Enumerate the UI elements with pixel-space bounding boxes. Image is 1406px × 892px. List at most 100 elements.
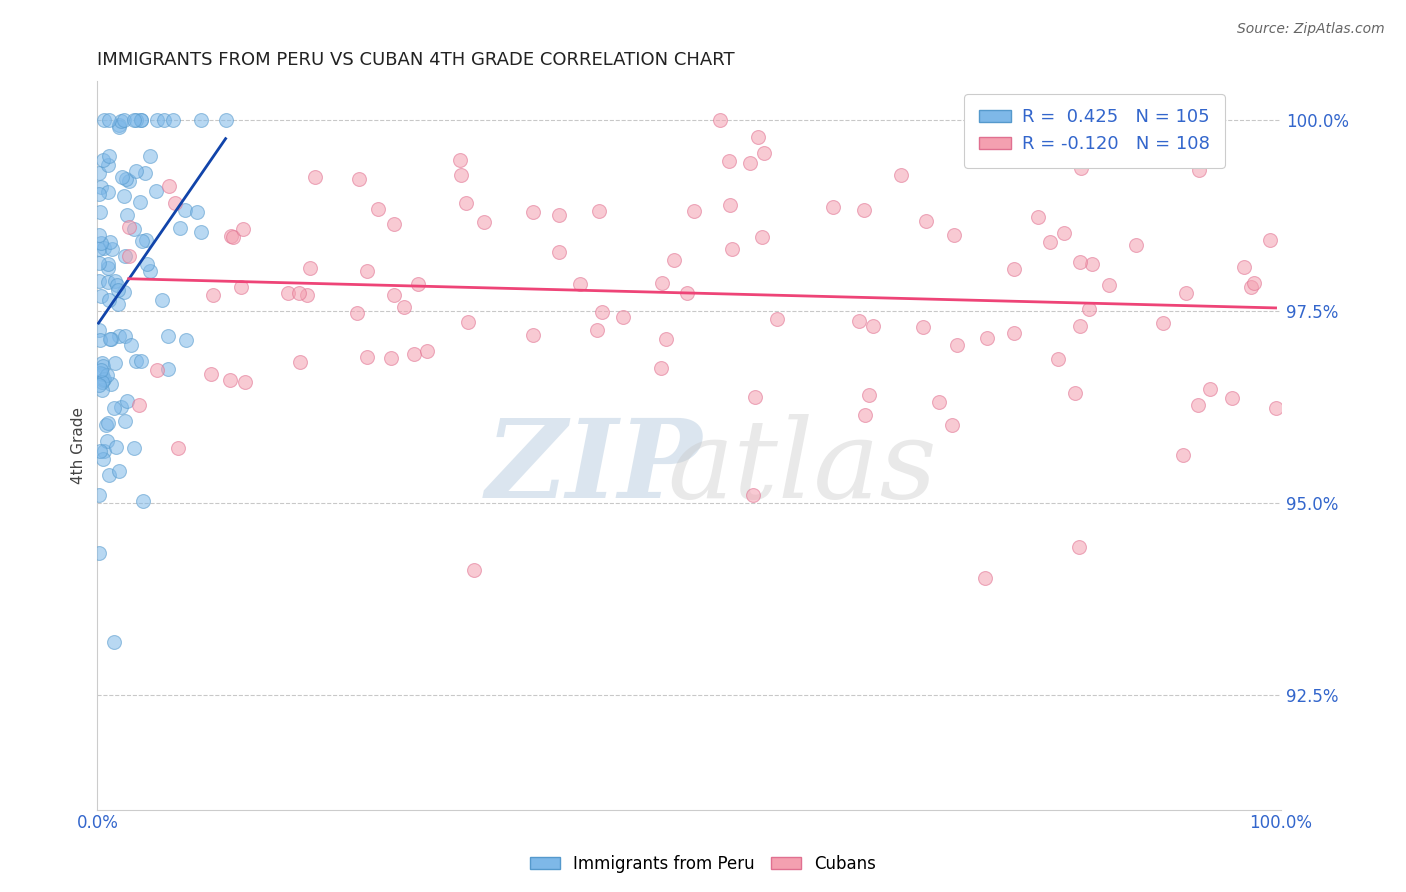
Legend: Immigrants from Peru, Cubans: Immigrants from Peru, Cubans bbox=[523, 848, 883, 880]
Point bbox=[107, 119, 129, 133]
Point bbox=[89, 333, 111, 347]
Point bbox=[157, 329, 180, 343]
Point bbox=[98, 293, 121, 307]
Point bbox=[229, 280, 252, 294]
Point bbox=[751, 230, 773, 244]
Point bbox=[91, 452, 114, 467]
Point bbox=[651, 276, 673, 290]
Point bbox=[408, 277, 430, 291]
Point bbox=[295, 288, 318, 302]
Point bbox=[450, 168, 472, 182]
Point bbox=[852, 203, 875, 218]
Point bbox=[1175, 285, 1198, 300]
Point bbox=[945, 338, 967, 352]
Point bbox=[973, 571, 995, 585]
Point bbox=[290, 355, 312, 369]
Point bbox=[1264, 401, 1286, 416]
Point bbox=[214, 112, 236, 127]
Point bbox=[416, 343, 439, 358]
Point bbox=[132, 493, 155, 508]
Point bbox=[862, 318, 884, 333]
Point bbox=[222, 230, 245, 244]
Point bbox=[1220, 391, 1243, 405]
Point bbox=[107, 278, 129, 293]
Point bbox=[114, 249, 136, 263]
Point bbox=[277, 286, 299, 301]
Point bbox=[114, 414, 136, 428]
Point bbox=[1064, 385, 1087, 400]
Point bbox=[718, 154, 741, 169]
Point bbox=[1026, 210, 1049, 224]
Point bbox=[299, 260, 322, 275]
Point bbox=[145, 184, 167, 198]
Point bbox=[87, 186, 110, 201]
Point bbox=[1152, 316, 1174, 330]
Point bbox=[232, 221, 254, 235]
Point bbox=[1233, 260, 1256, 274]
Point bbox=[591, 305, 613, 319]
Text: atlas: atlas bbox=[666, 414, 936, 521]
Point bbox=[117, 394, 139, 409]
Point bbox=[112, 188, 135, 202]
Point bbox=[93, 372, 115, 386]
Point bbox=[139, 264, 162, 278]
Point bbox=[914, 213, 936, 227]
Point bbox=[1053, 226, 1076, 240]
Point bbox=[349, 172, 371, 186]
Point bbox=[890, 168, 912, 182]
Point bbox=[105, 440, 128, 454]
Point bbox=[588, 204, 610, 219]
Point bbox=[1125, 238, 1147, 252]
Point bbox=[547, 245, 569, 260]
Point bbox=[103, 401, 125, 415]
Point bbox=[87, 378, 110, 392]
Point bbox=[103, 355, 125, 369]
Point bbox=[676, 285, 699, 300]
Point bbox=[766, 312, 789, 326]
Point bbox=[721, 242, 744, 256]
Point bbox=[117, 220, 139, 235]
Point bbox=[744, 390, 766, 404]
Point bbox=[90, 289, 112, 303]
Point bbox=[110, 401, 132, 415]
Point bbox=[221, 228, 243, 243]
Point bbox=[89, 366, 111, 380]
Point bbox=[1097, 277, 1119, 292]
Point bbox=[89, 443, 111, 458]
Point bbox=[547, 208, 569, 222]
Point bbox=[156, 362, 179, 376]
Point bbox=[1187, 163, 1209, 178]
Point bbox=[89, 205, 111, 219]
Point bbox=[218, 373, 240, 387]
Point bbox=[150, 293, 173, 308]
Point bbox=[131, 235, 153, 249]
Point bbox=[153, 112, 176, 127]
Point bbox=[97, 185, 120, 199]
Point bbox=[752, 145, 775, 160]
Point bbox=[112, 112, 135, 127]
Point bbox=[1187, 398, 1209, 412]
Point bbox=[125, 164, 148, 178]
Point bbox=[738, 156, 761, 170]
Point bbox=[449, 153, 471, 167]
Point bbox=[1069, 318, 1091, 333]
Point bbox=[162, 112, 184, 127]
Point bbox=[201, 288, 224, 302]
Point bbox=[662, 252, 685, 267]
Point bbox=[91, 356, 114, 370]
Point bbox=[356, 351, 378, 365]
Point bbox=[87, 274, 110, 288]
Point bbox=[190, 112, 212, 127]
Point bbox=[118, 250, 141, 264]
Point bbox=[457, 315, 479, 329]
Point bbox=[89, 488, 111, 502]
Point bbox=[124, 112, 146, 127]
Point bbox=[107, 283, 129, 297]
Point bbox=[1070, 161, 1092, 175]
Point bbox=[110, 113, 132, 128]
Point bbox=[128, 398, 150, 412]
Point bbox=[683, 203, 706, 218]
Point bbox=[138, 149, 160, 163]
Point bbox=[136, 257, 159, 271]
Point bbox=[100, 332, 122, 346]
